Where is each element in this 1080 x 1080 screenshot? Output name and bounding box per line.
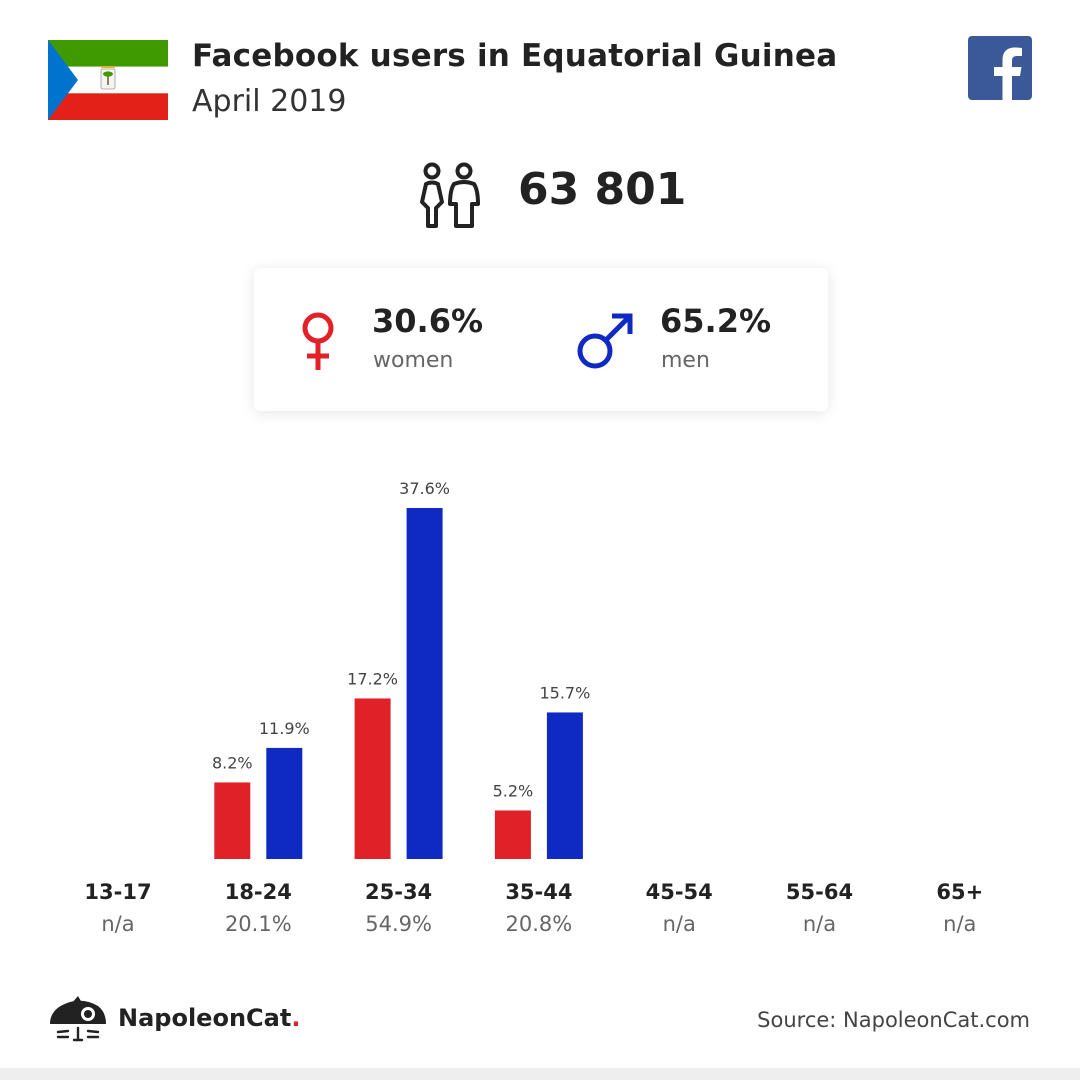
women-label: women: [373, 348, 454, 373]
napoleoncat-logo: [50, 996, 106, 1042]
source-credit: Source: NapoleonCat.com: [757, 1008, 1030, 1032]
category-label-45-54: 45-54: [646, 880, 713, 904]
men-label: men: [661, 348, 710, 373]
equatorial-guinea-flag: [48, 40, 168, 120]
data-label-35-44-series-0: 5.2%: [493, 781, 534, 800]
category-label-25-34: 25-34: [365, 880, 432, 904]
bar-35-44-series-0: [494, 810, 531, 859]
data-label-35-44-series-1: 15.7%: [539, 683, 590, 702]
data-label-25-34-series-0: 17.2%: [347, 669, 398, 688]
bar-18-24-series-0: [214, 782, 251, 859]
category-label-55-64: 55-64: [786, 880, 853, 904]
men-percentage: 65.2%: [660, 302, 772, 340]
category-label-35-44: 35-44: [505, 880, 572, 904]
users-icon: [420, 162, 480, 228]
category-total-25-34: 54.9%: [365, 912, 432, 936]
brand-dot: .: [291, 1004, 301, 1032]
data-label-18-24-series-0: 8.2%: [212, 753, 253, 772]
category-label-18-24: 18-24: [225, 880, 292, 904]
page-subtitle: April 2019: [192, 84, 347, 119]
category-total-65+: n/a: [943, 912, 976, 936]
page-title: Facebook users in Equatorial Guinea: [192, 38, 838, 74]
category-total-18-24: 20.1%: [225, 912, 292, 936]
gender-split-card: 30.6% women 65.2% men: [254, 268, 828, 411]
category-label-13-17: 13-17: [84, 880, 151, 904]
category-total-13-17: n/a: [101, 912, 134, 936]
male-symbol-icon: [577, 313, 633, 369]
facebook-icon[interactable]: [968, 36, 1032, 100]
category-total-35-44: 20.8%: [506, 912, 573, 936]
bar-35-44-series-1: [546, 712, 583, 859]
female-symbol-icon: [302, 312, 334, 370]
brand-name[interactable]: NapoleonCat.: [118, 1004, 300, 1032]
total-users-count: 63 801: [518, 164, 687, 215]
women-percentage: 30.6%: [372, 302, 484, 340]
brand-name-text: NapoleonCat: [118, 1004, 292, 1032]
category-total-45-54: n/a: [663, 912, 696, 936]
footer-bar: [0, 1068, 1080, 1080]
data-label-18-24-series-1: 11.9%: [259, 719, 310, 738]
category-total-55-64: n/a: [803, 912, 836, 936]
data-label-25-34-series-1: 37.6%: [399, 479, 450, 498]
category-label-65+: 65+: [936, 880, 983, 904]
bar-25-34-series-0: [354, 698, 391, 859]
bar-18-24-series-1: [266, 747, 303, 859]
coat-of-arms-icon: [100, 66, 116, 90]
bar-25-34-series-1: [406, 508, 443, 859]
age-gender-bar-chart: 13-17 n/a 8.2% 11.9% 18-24 20.1% 17.2% 37.6% 25-…: [84, 479, 983, 936]
